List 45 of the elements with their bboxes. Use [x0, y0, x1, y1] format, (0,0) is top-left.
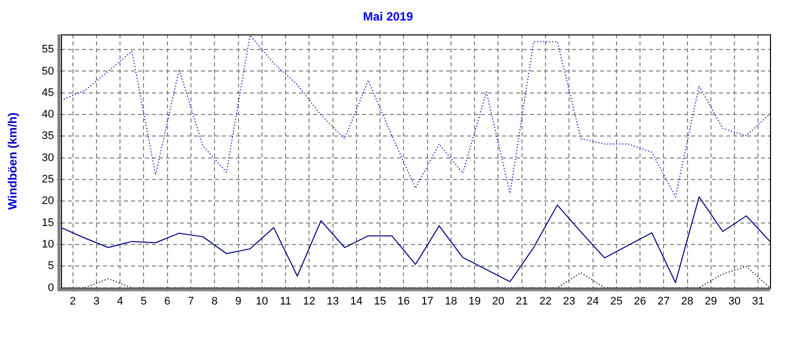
y-tick-label: 15 [42, 216, 54, 229]
x-tick-label: 26 [634, 295, 646, 308]
x-tick-label: 20 [492, 295, 504, 308]
x-tick-label: 3 [93, 295, 100, 308]
x-tick-label: 27 [658, 295, 670, 308]
line-series [61, 34, 770, 198]
x-tick-label: 7 [188, 295, 194, 308]
x-tick-label: 9 [235, 295, 242, 308]
x-tick-label: 29 [704, 295, 718, 308]
y-tick-label: 0 [48, 282, 54, 294]
x-tick-label: 12 [303, 295, 316, 308]
x-tick-label: 16 [398, 295, 410, 308]
y-tick-label: 30 [42, 152, 54, 164]
x-tick-label: 11 [280, 295, 292, 308]
y-tick-label: 35 [42, 130, 54, 142]
x-tick-label: 2 [70, 295, 76, 308]
x-tick-label: 31 [752, 295, 764, 308]
x-tick-label: 28 [681, 295, 694, 308]
x-tick-label: 25 [610, 295, 623, 308]
y-tick-label: 50 [42, 65, 54, 78]
y-tick-label: 55 [42, 44, 54, 56]
y-axis-title: Windböen (km/h) [6, 112, 20, 210]
x-tick-label: 10 [256, 295, 268, 308]
x-tick-label: 18 [444, 295, 458, 308]
x-tick-label: 5 [140, 295, 147, 308]
x-tick-label: 15 [374, 295, 386, 308]
y-tick-label: 5 [48, 260, 54, 272]
x-tick-label: 19 [468, 295, 481, 308]
y-tick-label: 25 [42, 174, 54, 186]
x-tick-label: 21 [516, 295, 528, 308]
x-tick-label: 17 [421, 295, 434, 308]
y-tick-label: 45 [42, 86, 54, 99]
x-tick-label: 6 [164, 295, 170, 308]
x-tick-label: 4 [117, 295, 124, 308]
y-tick-label: 20 [42, 195, 54, 208]
x-tick-label: 22 [539, 295, 552, 308]
x-tick-label: 23 [562, 295, 576, 308]
y-tick-label: 10 [42, 238, 54, 251]
x-tick-label: 14 [350, 295, 363, 308]
y-tick-label: 40 [42, 108, 54, 121]
x-tick-label: 24 [586, 295, 599, 308]
x-tick-label: 13 [326, 295, 339, 308]
x-tick-label: 8 [212, 295, 218, 308]
chart-title: Mai 2019 [362, 10, 414, 24]
x-tick-label: 30 [728, 295, 741, 308]
